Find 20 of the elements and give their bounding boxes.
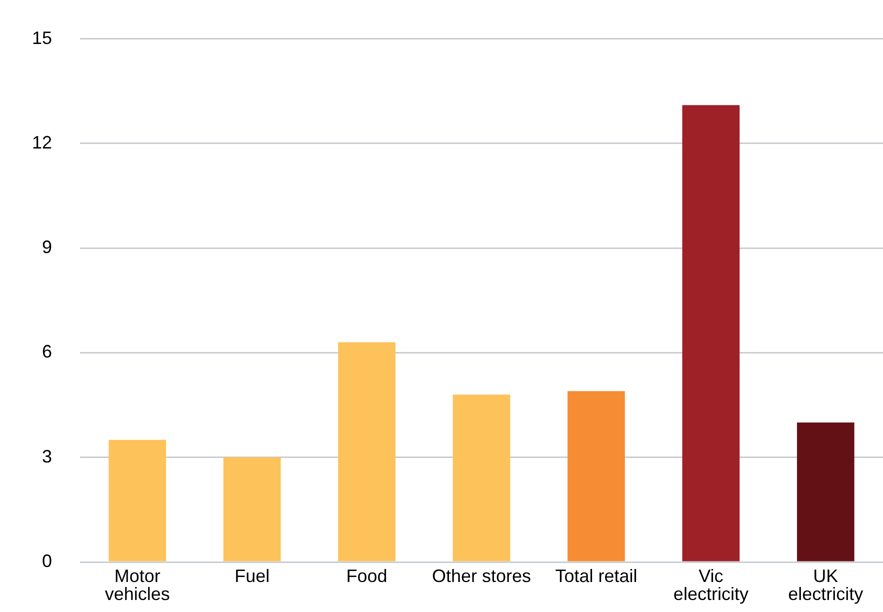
y-tick-label: 0 xyxy=(42,550,52,571)
y-tick-label: 9 xyxy=(42,237,52,258)
bar xyxy=(452,394,510,562)
y-tick-label: 3 xyxy=(42,446,52,466)
x-tick-label: Fuel xyxy=(234,566,270,586)
x-tick-label: Food xyxy=(346,566,388,586)
x-tick-label: Vic electricity xyxy=(673,566,748,604)
bar xyxy=(338,342,396,562)
bar xyxy=(796,422,854,562)
y-tick-label: 12 xyxy=(32,132,52,152)
x-tick-label: UK electricity xyxy=(788,566,864,604)
x-tick-label: Total retail xyxy=(555,566,638,586)
bar xyxy=(682,105,740,562)
bar xyxy=(223,457,281,562)
y-tick-label: 6 xyxy=(42,342,52,362)
bar xyxy=(568,391,625,562)
y-tick-label: 15 xyxy=(32,28,52,48)
bar xyxy=(108,440,166,562)
x-tick-label: Motor vehicles xyxy=(104,566,170,604)
x-tick-label: Other stores xyxy=(432,566,532,586)
